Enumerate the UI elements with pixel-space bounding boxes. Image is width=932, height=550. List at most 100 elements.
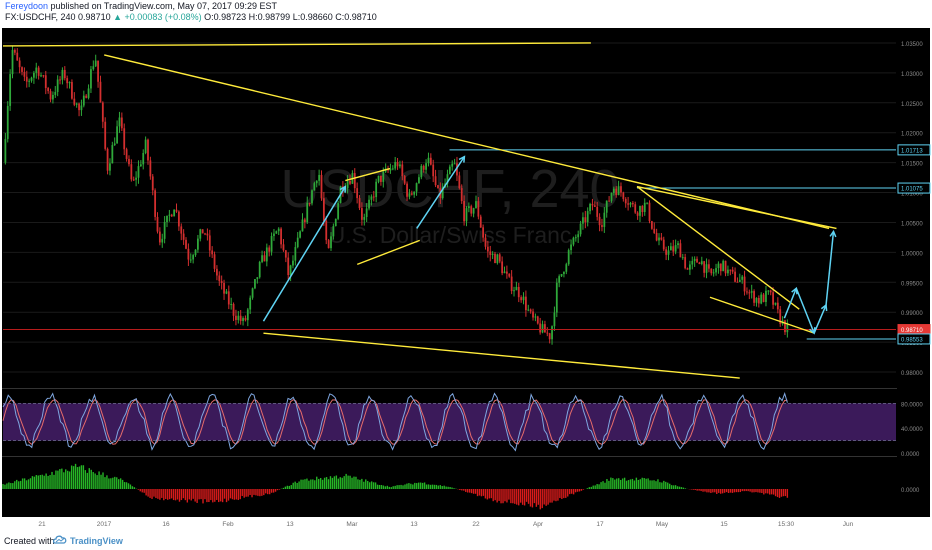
- candle-body: [71, 82, 73, 99]
- candle-body: [750, 291, 753, 293]
- candle-body: [672, 246, 675, 252]
- candle-body: [437, 185, 439, 189]
- candlestick-series: [4, 45, 789, 345]
- published-text: published on TradingView.com, May 07, 20…: [50, 1, 278, 11]
- arrow-shaft[interactable]: [825, 231, 835, 306]
- trendline[interactable]: [636, 185, 800, 310]
- candle-body: [425, 163, 427, 170]
- candle-body: [287, 257, 290, 276]
- trendline[interactable]: [104, 54, 830, 230]
- candle-body: [679, 243, 682, 258]
- projection-arrows[interactable]: [262, 155, 837, 335]
- candle-body: [710, 268, 713, 274]
- candle-body: [292, 260, 294, 266]
- candle-body: [9, 74, 12, 106]
- candle-body: [166, 215, 168, 223]
- trendline[interactable]: [636, 185, 837, 230]
- candle-body: [363, 217, 366, 220]
- candle-body: [377, 175, 380, 182]
- price-tick-label: 1.01000: [901, 192, 923, 198]
- trendline[interactable]: [2, 42, 591, 47]
- candle-body: [727, 269, 729, 274]
- tradingview-brand[interactable]: TradingView: [70, 536, 123, 546]
- candle-body: [73, 98, 76, 105]
- time-axis[interactable]: 21 2017 16 Feb 13 Mar 13 22 Apr 17 May 15 15:30 Jun: [38, 521, 853, 528]
- candle-body: [30, 77, 33, 81]
- candle-body: [149, 160, 152, 177]
- candle-body: [762, 294, 765, 302]
- candle-body: [772, 292, 774, 305]
- stoch-k-line: [2, 392, 788, 452]
- candle-body: [106, 148, 109, 171]
- candle-body: [712, 272, 715, 274]
- trendline-drawings[interactable]: [2, 42, 837, 379]
- candle-body: [719, 263, 722, 272]
- candle-body: [591, 203, 594, 206]
- candle-body: [639, 205, 641, 216]
- chart-canvas[interactable]: USDCHF, 240 U.S. Dollar/Swiss Franc 1.03…: [0, 25, 932, 530]
- candle-body: [116, 126, 118, 144]
- candle-body: [413, 191, 416, 195]
- candle-body: [724, 260, 727, 274]
- candle-body: [235, 315, 237, 320]
- candle-body: [49, 91, 52, 100]
- arrow-shaft[interactable]: [795, 287, 815, 334]
- trendline[interactable]: [356, 239, 420, 265]
- author-link[interactable]: Fereydoon: [5, 1, 49, 11]
- candle-body: [643, 202, 646, 213]
- arrow-shaft[interactable]: [783, 287, 797, 319]
- candle-body: [54, 91, 57, 95]
- candle-body: [708, 264, 710, 269]
- arrow-shaft[interactable]: [416, 156, 466, 229]
- candle-body: [28, 80, 31, 82]
- time-tick-label: 16: [162, 521, 170, 528]
- candle-body: [120, 117, 123, 129]
- candle-body: [532, 311, 534, 318]
- candle-body: [104, 121, 107, 149]
- arrow-shaft[interactable]: [813, 304, 827, 334]
- candle-body: [717, 263, 720, 269]
- candle-body: [677, 243, 679, 246]
- candle-body: [508, 273, 511, 277]
- price-labels: 1.01713 1.01075 0.98710 0.98553: [897, 144, 931, 345]
- created-with-label: Created with: [4, 536, 55, 546]
- candle-body: [337, 203, 340, 219]
- stochastic-pane: [2, 388, 897, 452]
- arrow-shaft[interactable]: [262, 186, 346, 322]
- candle-body: [700, 261, 703, 264]
- candle-body: [68, 82, 71, 84]
- candle-body: [365, 208, 368, 218]
- candle-body: [361, 208, 363, 220]
- candle-body: [208, 235, 211, 251]
- candle-body: [135, 177, 138, 180]
- time-tick-label: Apr: [533, 521, 544, 528]
- candle-body: [125, 149, 128, 159]
- candle-body: [168, 214, 171, 216]
- candle-body: [482, 227, 485, 238]
- symbol-line: FX:USDCHF, 240 0.98710 ▲ +0.00083 (+0.08…: [5, 12, 377, 22]
- candle-body: [753, 291, 755, 303]
- stoch-axis: 80.0000 40.0000 0.0000: [901, 402, 923, 458]
- candle-body: [128, 158, 130, 165]
- candle-body: [265, 247, 268, 262]
- candle-body: [246, 309, 249, 321]
- candle-body: [757, 297, 760, 304]
- trendline[interactable]: [709, 296, 815, 334]
- stoch-band: [3, 403, 896, 441]
- tradingview-logo-icon: [52, 535, 67, 544]
- time-tick-label: 22: [472, 521, 480, 528]
- candle-body: [496, 254, 499, 264]
- candle-body: [94, 60, 97, 67]
- candle-body: [582, 217, 584, 224]
- watermark-name: U.S. Dollar/Swiss Franc: [329, 222, 572, 248]
- candle-body: [610, 192, 613, 201]
- price-label-text: 0.98710: [901, 328, 923, 334]
- price-label-box: [897, 333, 931, 345]
- trendline[interactable]: [263, 332, 740, 379]
- price-tick-label: 1.02500: [901, 102, 923, 108]
- candle-body: [270, 236, 273, 252]
- candle-body: [456, 163, 458, 176]
- candle-body: [263, 255, 266, 262]
- trendline[interactable]: [345, 167, 391, 182]
- candle-body: [696, 258, 698, 263]
